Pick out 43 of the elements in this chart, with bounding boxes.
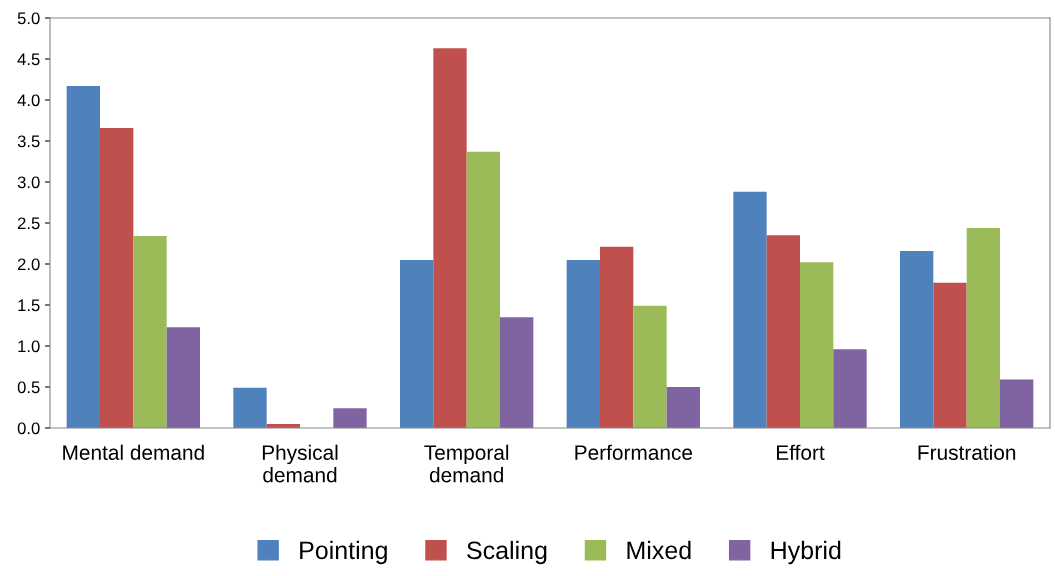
bar [933,282,967,428]
x-tick-label: Mental demand [63,444,204,460]
bar [400,259,434,428]
bar [333,408,367,428]
bar [433,48,467,428]
bar [566,259,600,428]
bar [833,349,867,428]
y-tick-label: 3.5 [17,135,40,148]
bar [233,387,267,428]
x-tick-label: Frustration [918,444,1016,460]
bar [466,151,500,428]
legend-label: Scaling [467,540,547,565]
y-tick-label: 3.0 [17,176,40,189]
y-tick-label: 1.0 [18,340,40,353]
bar [633,305,667,428]
y-tick-label: 4.5 [17,53,40,66]
bar [133,236,167,428]
y-tick-label: 0.5 [17,381,40,394]
x-tick-label: Effort [777,444,825,460]
legend-label: Mixed [627,540,691,560]
legend-label: Pointing [300,540,387,565]
y-tick-label: 2.5 [17,217,40,230]
bar [166,327,200,428]
legend-label: Hybrid [771,540,841,565]
bar [800,262,834,428]
bar [100,127,134,428]
y-tick-label: 4.0 [17,94,40,107]
y-tick-label: 1.5 [18,299,40,312]
x-tick-label: Performance [575,444,693,460]
bar [500,317,534,428]
bar [600,246,634,428]
bar [733,191,767,428]
bar [900,250,934,428]
bar [966,227,1000,428]
y-tick-label: 5.0 [17,12,40,25]
bar [66,86,100,428]
x-tick-label: Temporal demand [424,444,509,483]
y-tick-label: 2.0 [17,258,40,271]
bar [1000,379,1034,428]
y-tick-label: 0.0 [17,422,40,435]
x-tick-label: Physical demand [262,444,338,483]
bar [766,235,800,428]
bar [666,387,700,428]
